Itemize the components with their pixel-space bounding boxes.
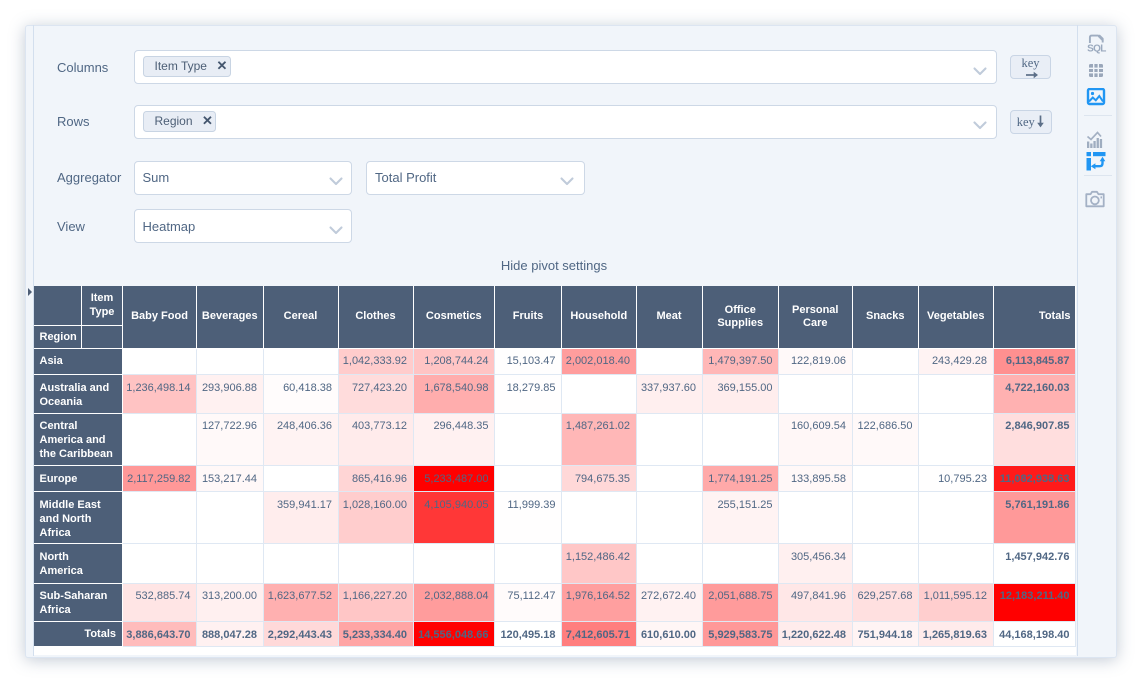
svg-text:SQL: SQL <box>1087 44 1106 55</box>
